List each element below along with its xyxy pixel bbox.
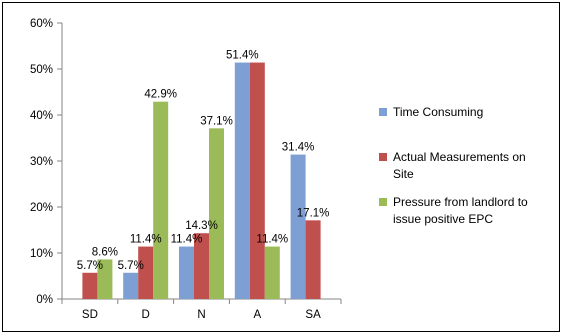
x-tick-label: A <box>253 309 261 321</box>
y-tick-label: 0% <box>36 294 53 306</box>
legend-swatch <box>379 153 387 161</box>
data-label: 11.4% <box>130 234 162 246</box>
y-tick-label: 50% <box>30 64 53 76</box>
data-label: 5.7% <box>118 260 144 272</box>
data-label: 37.1% <box>200 115 233 127</box>
legend-label: issue positive EPC <box>393 212 493 226</box>
y-tick-label: 10% <box>30 248 53 260</box>
bar <box>82 272 98 299</box>
y-tick-label: 40% <box>30 110 53 122</box>
legend-swatch <box>379 198 387 206</box>
x-tick-label: D <box>142 309 150 321</box>
bar <box>234 62 250 300</box>
y-tick-label: 30% <box>30 156 53 168</box>
data-label: 5.7% <box>77 260 103 272</box>
bar <box>305 220 321 299</box>
data-label: 11.4% <box>256 234 288 246</box>
bar <box>138 246 154 299</box>
y-tick-label: 60% <box>30 18 53 30</box>
x-tick-label: SA <box>305 309 321 321</box>
bar <box>97 259 113 299</box>
data-label: 11.4% <box>171 234 203 246</box>
legend-swatch <box>379 108 387 116</box>
legend-label: Pressure from landlord to <box>393 195 528 209</box>
bar <box>249 62 265 300</box>
data-label: 51.4% <box>226 50 259 62</box>
x-tick-label: N <box>197 309 205 321</box>
x-tick-label: SD <box>82 309 98 321</box>
data-label: 14.3% <box>185 220 218 232</box>
bar <box>290 154 306 299</box>
bar <box>179 246 194 299</box>
y-tick-label: 20% <box>30 202 53 214</box>
legend-label: Time Consuming <box>393 105 483 119</box>
bar <box>153 101 169 299</box>
legend-label: Actual Measurements on <box>393 150 526 164</box>
data-label: 17.1% <box>297 207 330 219</box>
bar <box>209 128 224 299</box>
data-label: 31.4% <box>282 142 315 154</box>
bar <box>194 233 209 299</box>
bar <box>123 272 139 299</box>
bar <box>264 246 280 299</box>
data-label: 8.6% <box>92 246 118 258</box>
legend-label: Site <box>393 167 414 181</box>
data-label: 42.9% <box>144 89 177 101</box>
